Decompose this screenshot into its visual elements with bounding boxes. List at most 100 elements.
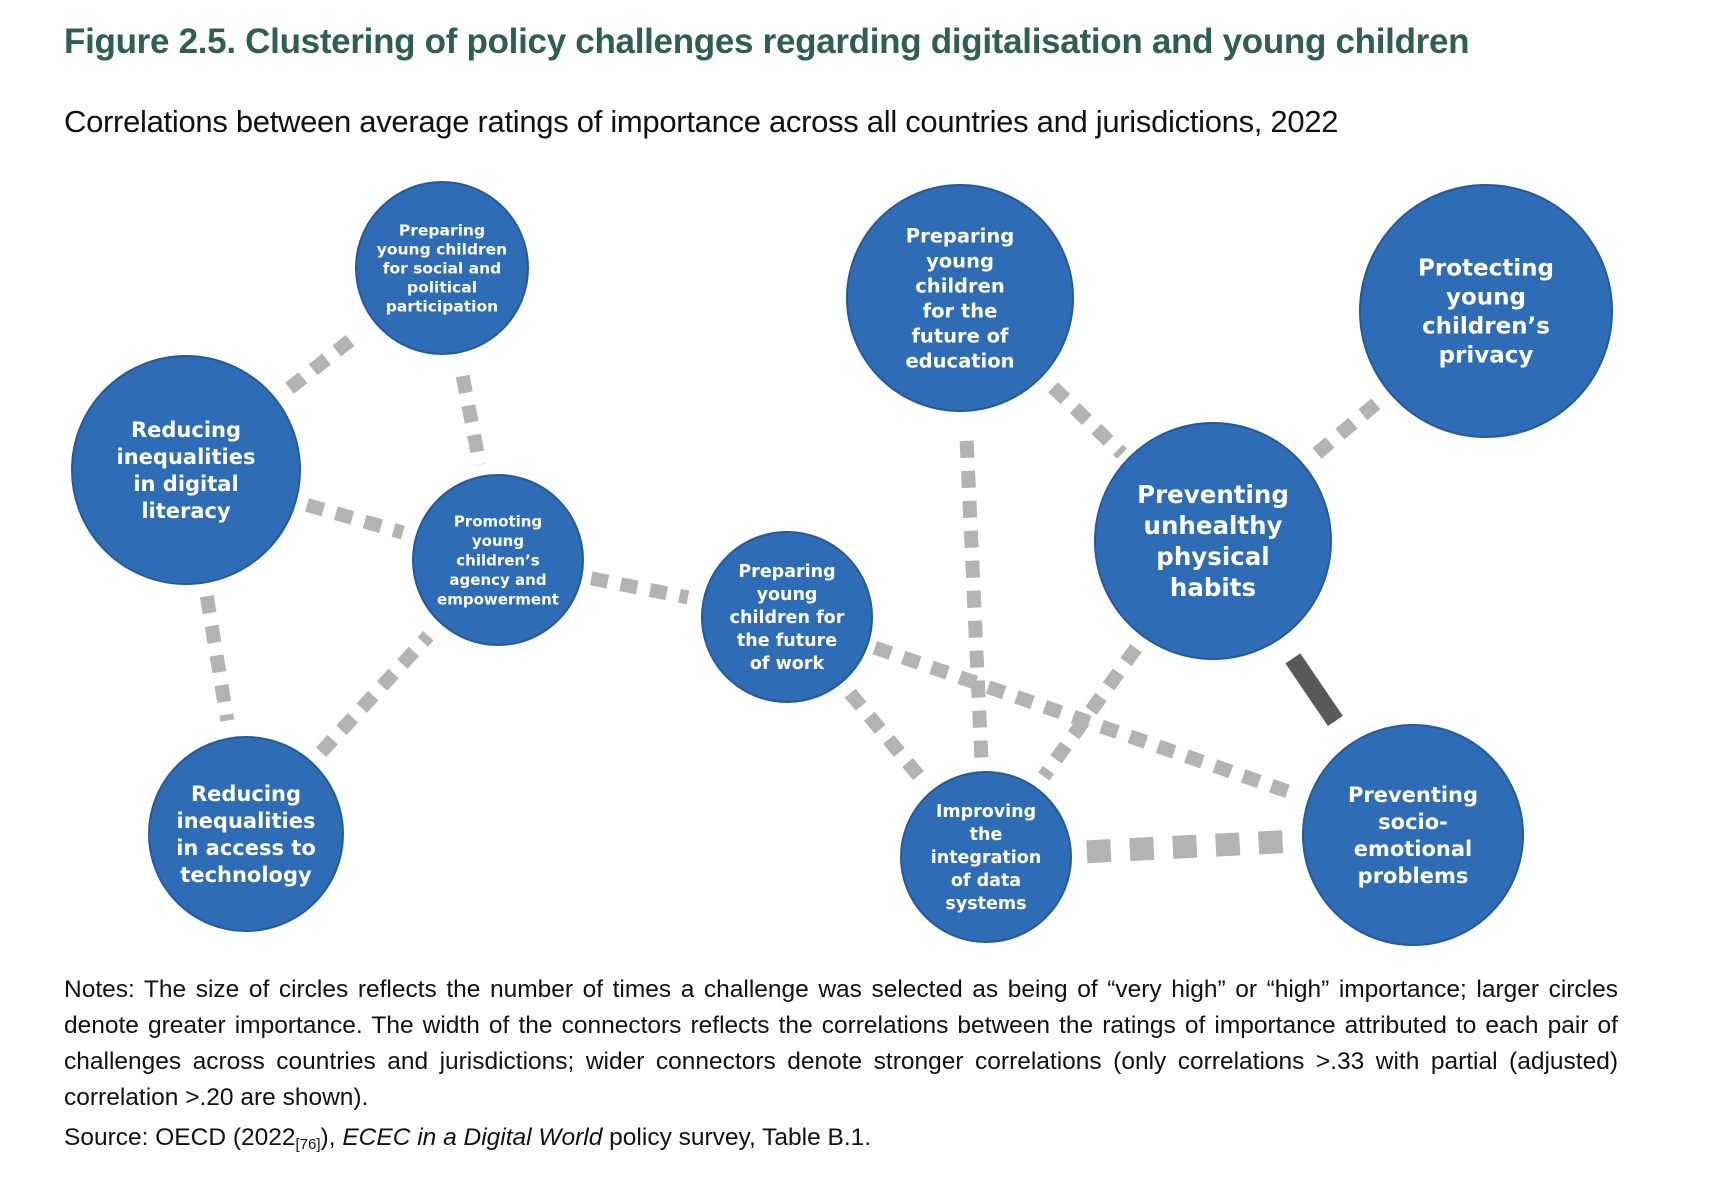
connector-physical-privacy	[1312, 393, 1387, 459]
connector-education-data	[959, 440, 989, 763]
node-label-line: problems	[1358, 864, 1469, 888]
connector-work-data	[844, 688, 933, 790]
node-label-line: for the	[923, 299, 998, 322]
node-label-line: the	[970, 825, 1003, 845]
node-socio: Preventing socio-emotional problems	[1302, 724, 1524, 946]
connector-education-physical	[1048, 382, 1127, 459]
node-label-line: young	[926, 249, 994, 272]
node-label-work: Preparing young children for the future of w…	[730, 562, 845, 674]
node-circle-socio	[1302, 724, 1524, 946]
node-label-line: socio-	[1378, 810, 1448, 834]
node-label-socio: Preventing socio-emotional problems	[1348, 783, 1478, 888]
node-label-line: for social and	[383, 259, 502, 277]
node-label-line: in access to	[176, 836, 316, 860]
node-circle-physical	[1094, 422, 1332, 660]
figure-title: Figure 2.5. Clustering of policy challen…	[64, 22, 1470, 61]
node-label-line: children	[915, 274, 1005, 297]
node-circle-privacy	[1359, 184, 1613, 438]
connector-data-socio	[1086, 829, 1290, 864]
node-privacy: Protecting young children’s privacy	[1359, 184, 1613, 438]
node-label-line: young	[1446, 285, 1526, 311]
node-label-line: political	[407, 278, 477, 296]
connector-literacy-agency	[305, 498, 405, 540]
node-label-line: habits	[1170, 573, 1256, 602]
source-suffix: policy survey, Table B.1.	[602, 1124, 872, 1151]
source-prefix: Source: OECD (2022	[64, 1124, 296, 1151]
node-label-physical: Preventing unhealthy physical habits	[1137, 480, 1289, 602]
node-label-line: Preventing	[1348, 783, 1478, 807]
node-social: Preparing young children for social and pol…	[355, 181, 529, 355]
node-label-line: Preventing	[1137, 480, 1289, 509]
node-circle-education	[846, 184, 1074, 412]
node-work: Preparing young children for the future of w…	[701, 531, 873, 703]
node-label-education: Preparing young children for the future of ed…	[905, 224, 1014, 372]
source-reference: [76]	[295, 1136, 321, 1153]
node-label-line: the future	[737, 631, 837, 651]
node-label-privacy: Protecting young children’s privacy	[1418, 256, 1554, 369]
node-label-literacy: Reducing inequalities in digital literacy	[117, 418, 256, 523]
node-label-line: Promoting	[454, 512, 542, 530]
node-circle-access	[148, 736, 344, 932]
node-label-line: integration	[931, 848, 1042, 868]
node-label-line: unhealthy	[1144, 511, 1283, 540]
node-label-line: technology	[180, 863, 312, 887]
node-label-line: young	[472, 532, 524, 550]
node-label-line: education	[905, 349, 1014, 372]
node-label-social: Preparing young children for social and pol…	[377, 221, 507, 315]
node-label-line: children’s	[1422, 314, 1550, 340]
node-label-line: Reducing	[131, 418, 241, 442]
node-access: Reducing inequalities in access to technolo…	[148, 736, 344, 932]
connector-physical-socio	[1285, 653, 1343, 726]
node-label-line: Preparing	[399, 221, 485, 239]
node-label-line: Preparing	[738, 562, 835, 582]
node-label-data: Improving the integration of data systems	[931, 802, 1042, 914]
node-label-line: of work	[750, 654, 825, 674]
connector-work-socio	[872, 640, 1302, 803]
node-label-line: children for	[730, 608, 845, 628]
node-label-line: future of	[911, 324, 1009, 347]
node-circle-work	[701, 531, 873, 703]
connector-literacy-social	[285, 326, 365, 394]
node-label-line: agency and	[449, 571, 546, 589]
node-label-line: young children	[377, 240, 507, 258]
connector-physical-data	[1038, 644, 1142, 781]
node-label-line: of data	[951, 871, 1021, 891]
node-label-line: participation	[386, 297, 498, 315]
figure-source: Source: OECD (2022[76]), ECEC in a Digit…	[64, 1120, 1618, 1163]
node-label-line: empowerment	[437, 590, 559, 608]
node-data: Improving the integration of data systems	[900, 771, 1072, 943]
node-label-line: Protecting	[1418, 256, 1554, 282]
connector-layer	[199, 326, 1387, 864]
figure-notes: Notes: The size of circles reflects the …	[64, 976, 1618, 1111]
node-circle-social	[355, 181, 529, 355]
source-after-ref: ),	[320, 1124, 343, 1151]
node-label-line: Improving	[936, 802, 1036, 822]
node-label-line: inequalities	[117, 445, 256, 469]
node-label-line: privacy	[1439, 343, 1534, 369]
node-physical: Preventing unhealthy physical habits	[1094, 422, 1332, 660]
figure-subtitle: Correlations between average ratings of …	[64, 104, 1339, 139]
node-literacy: Reducing inequalities in digital literacy	[71, 355, 301, 585]
node-label-line: children’s	[456, 551, 540, 569]
node-label-line: physical	[1156, 542, 1269, 571]
node-circle-data	[900, 771, 1072, 943]
node-circle-literacy	[71, 355, 301, 585]
node-label-line: in digital	[133, 472, 238, 496]
node-label-line: literacy	[141, 499, 231, 523]
node-label-line: emotional	[1354, 837, 1473, 861]
source-survey-name: ECEC in a Digital World	[342, 1124, 603, 1151]
connector-agency-work	[589, 571, 690, 605]
connector-social-agency	[455, 374, 487, 467]
node-label-line: young	[757, 585, 818, 605]
node-label-agency: Promoting young children’s agency and empowe…	[437, 512, 559, 608]
node-label-line: inequalities	[177, 809, 316, 833]
connector-literacy-access	[199, 595, 235, 722]
connector-access-agency	[315, 631, 434, 758]
node-label-access: Reducing inequalities in access to technolo…	[176, 782, 316, 887]
node-layer: Preparing young children for social and pol…	[71, 181, 1613, 946]
node-label-line: systems	[945, 894, 1026, 914]
node-label-line: Preparing	[906, 224, 1014, 247]
node-education: Preparing young children for the future of ed…	[846, 184, 1074, 412]
node-label-line: Reducing	[191, 782, 301, 806]
